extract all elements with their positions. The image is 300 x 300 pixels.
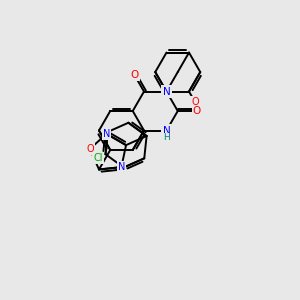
Text: O: O bbox=[130, 70, 139, 80]
Text: N: N bbox=[163, 125, 170, 136]
Text: N: N bbox=[103, 129, 110, 139]
Text: O: O bbox=[86, 144, 94, 154]
Text: N: N bbox=[118, 162, 125, 172]
Text: H: H bbox=[163, 134, 170, 142]
Text: O: O bbox=[193, 106, 201, 116]
Text: Cl: Cl bbox=[93, 153, 103, 163]
Text: O: O bbox=[191, 97, 199, 107]
Text: N: N bbox=[163, 86, 170, 97]
